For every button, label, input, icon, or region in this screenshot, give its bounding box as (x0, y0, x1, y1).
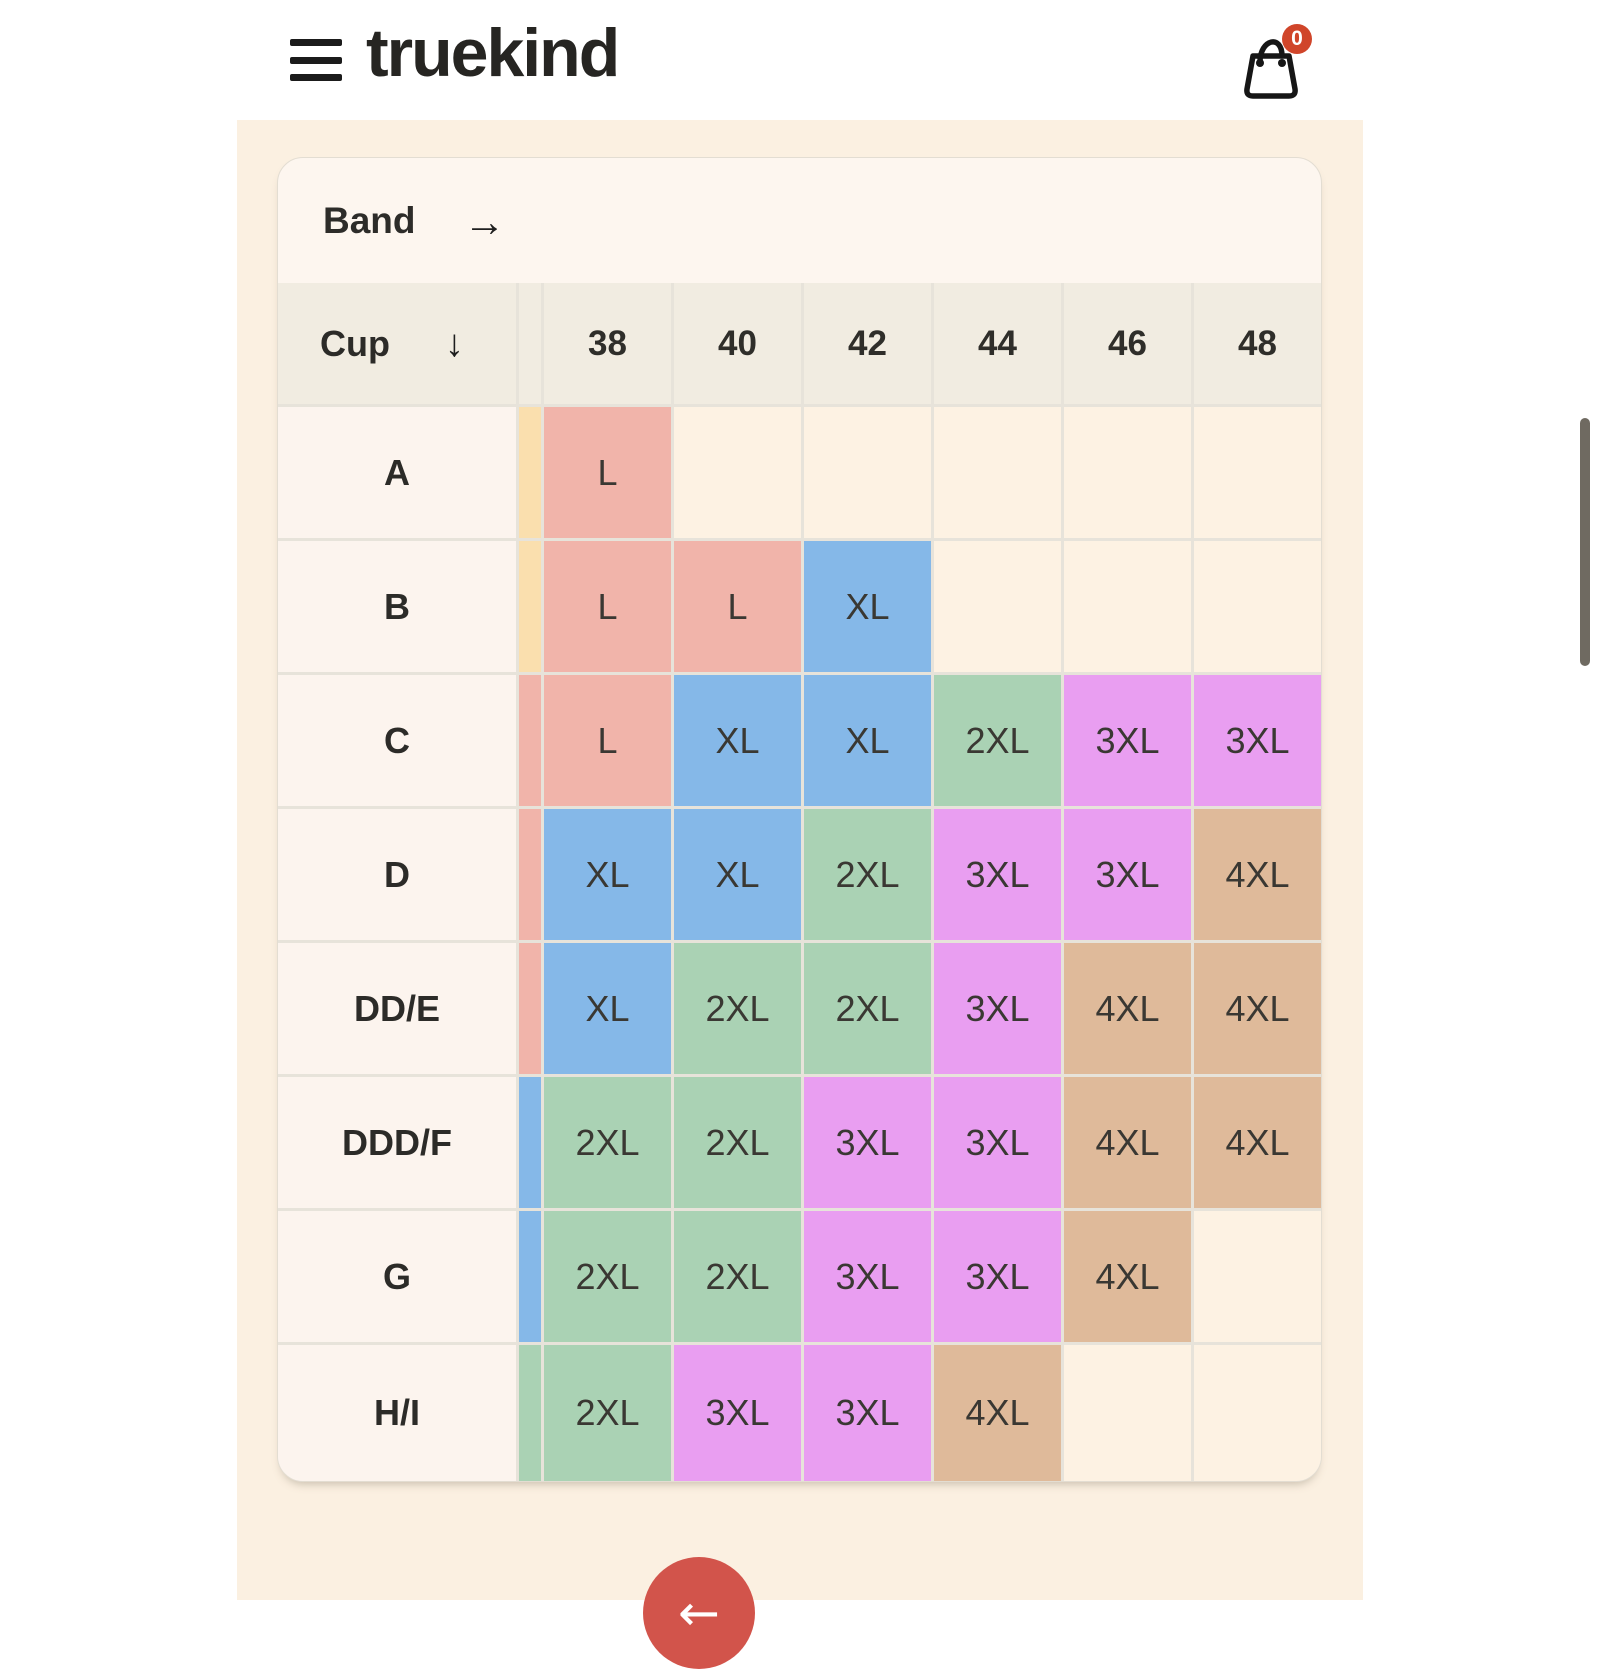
size-cell: 3XL (804, 1211, 931, 1342)
size-grid: Cup ↓ 38 40 42 44 46 48 A L B L L XL C L XL XL 2XL 3XL 3XL… (278, 283, 1321, 1481)
size-cell: XL (544, 809, 671, 940)
cup-row-label: C (278, 675, 516, 806)
cup-row-label: H/I (278, 1345, 516, 1481)
row-color-strip (519, 675, 541, 806)
scroll-left-button[interactable]: ← (643, 1557, 755, 1669)
size-cell: 2XL (674, 1211, 801, 1342)
empty-cell (934, 407, 1061, 538)
empty-cell (934, 541, 1061, 672)
strip-header-cell (519, 283, 541, 404)
size-cell: 4XL (1194, 1077, 1321, 1208)
cart-button[interactable]: 0 (1240, 24, 1316, 104)
empty-cell (674, 407, 801, 538)
cart-count-badge: 0 (1282, 24, 1312, 54)
size-cell: 2XL (804, 809, 931, 940)
size-cell: XL (804, 675, 931, 806)
scrollbar-thumb[interactable] (1580, 418, 1590, 666)
size-cell: 3XL (1064, 809, 1191, 940)
row-color-strip (519, 809, 541, 940)
band-size-header: 40 (674, 283, 801, 404)
row-color-strip (519, 1345, 541, 1481)
size-chart-card: Band → Cup ↓ 38 40 42 44 46 48 A L B L L XL C L XL XL 2X… (277, 157, 1322, 1482)
size-cell: 4XL (1064, 943, 1191, 1074)
size-cell: L (544, 675, 671, 806)
size-cell: 3XL (674, 1345, 801, 1481)
size-cell: 3XL (1194, 675, 1321, 806)
size-cell: 3XL (1064, 675, 1191, 806)
size-cell: XL (674, 675, 801, 806)
size-cell: 3XL (934, 1211, 1061, 1342)
empty-cell (804, 407, 931, 538)
empty-cell (1064, 1345, 1191, 1481)
cup-row-label: DD/E (278, 943, 516, 1074)
row-color-strip (519, 407, 541, 538)
size-cell: 3XL (934, 1077, 1061, 1208)
row-color-strip (519, 1077, 541, 1208)
size-cell: 2XL (674, 1077, 801, 1208)
band-header: Band → (278, 158, 1321, 283)
band-label: Band (323, 199, 416, 241)
cup-row-label: DDD/F (278, 1077, 516, 1208)
size-cell: 4XL (934, 1345, 1061, 1481)
menu-icon[interactable] (290, 39, 342, 81)
row-color-strip (519, 541, 541, 672)
row-color-strip (519, 1211, 541, 1342)
size-cell: 4XL (1064, 1211, 1191, 1342)
size-cell: 3XL (804, 1077, 931, 1208)
band-size-header: 46 (1064, 283, 1191, 404)
band-size-header: 44 (934, 283, 1061, 404)
size-cell: 2XL (804, 943, 931, 1074)
cup-header-cell: Cup ↓ (278, 283, 516, 404)
cup-row-label: A (278, 407, 516, 538)
size-cell: L (544, 541, 671, 672)
row-color-strip (519, 943, 541, 1074)
size-cell: XL (804, 541, 931, 672)
brand-logo[interactable]: truekind (366, 15, 620, 91)
size-cell: L (674, 541, 801, 672)
band-size-header: 42 (804, 283, 931, 404)
cup-row-label: D (278, 809, 516, 940)
size-cell: L (544, 407, 671, 538)
empty-cell (1194, 407, 1321, 538)
content-area: Band → Cup ↓ 38 40 42 44 46 48 A L B L L XL C L XL XL 2X… (237, 120, 1590, 1669)
empty-cell (1064, 541, 1191, 672)
size-cell: 3XL (804, 1345, 931, 1481)
size-cell: 4XL (1194, 809, 1321, 940)
empty-cell (1064, 407, 1191, 538)
size-cell: 4XL (1064, 1077, 1191, 1208)
empty-cell (1194, 1345, 1321, 1481)
band-size-header: 48 (1194, 283, 1321, 404)
cup-row-label: G (278, 1211, 516, 1342)
empty-cell (1194, 541, 1321, 672)
band-size-header: 38 (544, 283, 671, 404)
size-cell: 2XL (934, 675, 1061, 806)
size-cell: 3XL (934, 943, 1061, 1074)
shopping-bag-icon (1244, 39, 1298, 99)
size-cell: 2XL (544, 1077, 671, 1208)
size-cell: 2XL (544, 1345, 671, 1481)
cup-label: Cup (320, 322, 390, 364)
size-cell: 4XL (1194, 943, 1321, 1074)
right-arrow-icon: → (463, 197, 506, 245)
size-cell: XL (674, 809, 801, 940)
size-cell: XL (544, 943, 671, 1074)
size-cell: 2XL (674, 943, 801, 1074)
cup-row-label: B (278, 541, 516, 672)
left-arrow-icon: ← (678, 1584, 720, 1642)
empty-cell (1194, 1211, 1321, 1342)
size-cell: 2XL (544, 1211, 671, 1342)
down-arrow-icon: ↓ (444, 323, 464, 365)
size-cell: 3XL (934, 809, 1061, 940)
topbar: truekind 0 (0, 0, 1600, 120)
